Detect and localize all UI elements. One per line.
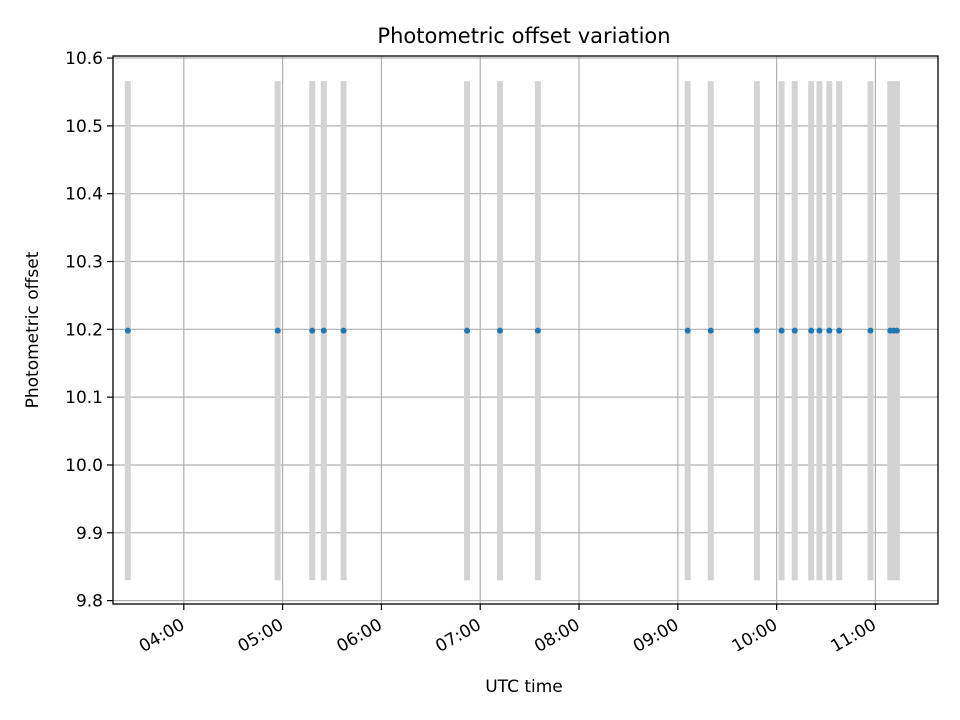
data-point [496,327,503,334]
data-point [893,327,900,334]
y-tick-label: 10.0 [65,456,103,476]
plot-frame [112,55,939,605]
data-point [274,327,281,334]
y-axis: 9.8 9.9 10.0 10.1 10.2 10.3 10.4 10.5 10.6 [65,49,113,612]
y-tick-label: 10.1 [65,388,103,408]
y-tick-label: 9.9 [76,524,103,544]
data-point [816,327,823,334]
data-point [309,327,316,334]
data-point [707,327,714,334]
x-axis-label: UTC time [485,677,563,697]
data-point [340,327,347,334]
data-point [836,327,843,334]
data-point [464,327,471,334]
data-point [320,327,327,334]
grid [113,56,938,604]
y-axis-label: Photometric offset [23,251,43,408]
data-point [753,327,760,334]
data-point [778,327,785,334]
data-point [791,327,798,334]
y-tick-label: 9.8 [76,592,103,612]
y-tick-label: 10.2 [65,320,103,340]
y-tick-label: 10.5 [65,117,103,137]
data-point [534,327,541,334]
data-point [124,327,131,334]
data-point [808,327,815,334]
y-tick-label: 10.3 [65,253,103,273]
data-point [684,327,691,334]
y-tick-label: 10.4 [65,185,103,205]
y-tick-label: 10.6 [65,49,103,69]
data-point [826,327,833,334]
chart-title: Photometric offset variation [377,24,670,48]
data-point [867,327,874,334]
data-points [124,327,900,334]
